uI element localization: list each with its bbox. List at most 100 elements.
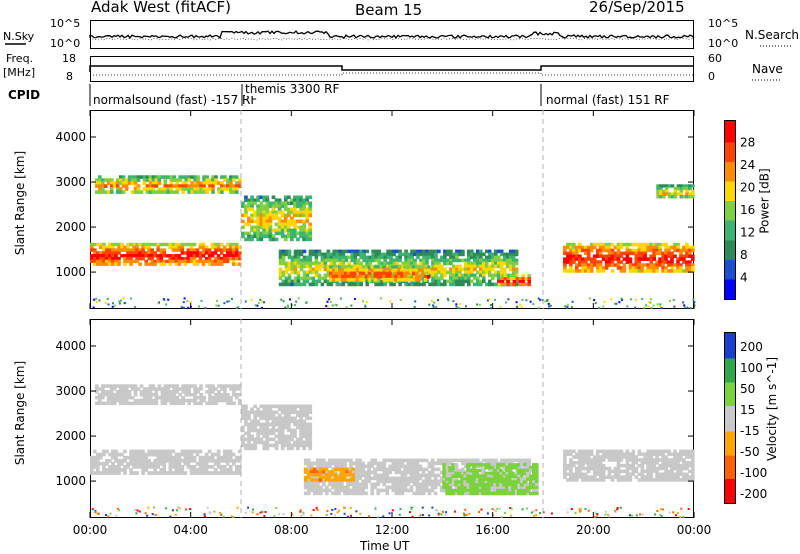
echo-cell-1-5 bbox=[448, 477, 452, 481]
echo-cell-0-3 bbox=[299, 261, 304, 266]
echo-cell-1-3 bbox=[358, 470, 362, 475]
echo-cell-0-2 bbox=[250, 219, 254, 224]
echo-cell-0-3 bbox=[353, 255, 358, 260]
echo-cell-1-1 bbox=[142, 390, 147, 394]
echo-cell-0-3 bbox=[496, 258, 501, 263]
echo-cell-0-3 bbox=[422, 249, 426, 254]
echo-cell-1-2 bbox=[241, 410, 245, 415]
echo-cell-1-2 bbox=[250, 407, 254, 412]
echo-cell-1-5 bbox=[499, 488, 503, 493]
echo-cell-1-6 bbox=[649, 449, 653, 454]
echo-cell-1-6 bbox=[563, 458, 567, 462]
echo-cell-1-0 bbox=[238, 468, 242, 472]
echo-cell-0-2 bbox=[244, 222, 248, 227]
echo-cell-1-6 bbox=[628, 472, 633, 476]
echo-cell-1-2 bbox=[259, 428, 264, 433]
echo-cell-0-6 bbox=[637, 245, 642, 250]
echo-cell-1-6 bbox=[584, 472, 588, 476]
echo-cell-0-3 bbox=[302, 261, 307, 266]
ground-speckle-0 bbox=[182, 306, 185, 309]
echo-cell-0-3 bbox=[416, 249, 420, 254]
echo-cell-0-0 bbox=[105, 262, 109, 266]
echo-cell-0-4 bbox=[403, 268, 407, 273]
echo-cell-1-0 bbox=[141, 471, 145, 475]
echo-cell-1-1 bbox=[145, 393, 150, 397]
ground-speckle-1 bbox=[656, 510, 659, 512]
echo-cell-0-3 bbox=[431, 279, 435, 284]
echo-cell-1-0 bbox=[138, 461, 142, 466]
echo-cell-0-1 bbox=[157, 175, 162, 179]
echo-cell-0-0 bbox=[231, 259, 236, 264]
echo-cell-1-1 bbox=[101, 395, 105, 400]
ground-speckle-0 bbox=[634, 306, 637, 309]
echo-cell-0-6 bbox=[640, 254, 645, 258]
echo-cell-1-0 bbox=[129, 471, 133, 475]
echo-cell-1-4 bbox=[339, 473, 343, 477]
echo-cell-1-3 bbox=[424, 485, 429, 490]
echo-cell-1-5 bbox=[490, 465, 494, 470]
echo-cell-0-7 bbox=[673, 195, 678, 199]
echo-cell-1-0 bbox=[195, 471, 200, 475]
echo-cell-1-0 bbox=[99, 455, 103, 460]
echo-cell-1-1 bbox=[148, 387, 153, 391]
echo-cell-0-0 bbox=[210, 245, 215, 249]
echo-cell-0-1 bbox=[98, 175, 102, 179]
echo-cell-1-6 bbox=[566, 452, 570, 456]
echo-cell-0-4 bbox=[358, 268, 363, 273]
echo-cell-1-2 bbox=[293, 404, 297, 409]
echo-cell-1-3 bbox=[427, 461, 432, 466]
echo-cell-0-3 bbox=[347, 264, 352, 269]
echo-cell-1-6 bbox=[667, 475, 671, 479]
echo-cell-1-0 bbox=[162, 465, 167, 469]
ground-speckle-1 bbox=[661, 508, 664, 511]
echo-cell-1-5 bbox=[469, 477, 473, 481]
echo-cell-1-3 bbox=[394, 458, 399, 463]
echo-cell-1-5 bbox=[496, 471, 500, 476]
echo-cell-1-2 bbox=[271, 431, 276, 436]
echo-cell-1-5 bbox=[472, 491, 476, 496]
echo-cell-1-6 bbox=[563, 469, 567, 474]
echo-cell-0-3 bbox=[398, 252, 402, 257]
echo-cell-0-6 bbox=[637, 263, 642, 267]
ground-speckle-1 bbox=[374, 506, 377, 509]
echo-cell-1-2 bbox=[296, 443, 300, 448]
echo-cell-0-3 bbox=[440, 258, 444, 263]
echo-cell-0-3 bbox=[511, 252, 516, 257]
echo-cell-0-2 bbox=[274, 213, 279, 218]
echo-cell-0-0 bbox=[105, 259, 109, 264]
echo-cell-0-2 bbox=[290, 222, 294, 227]
echo-cell-1-0 bbox=[210, 471, 215, 475]
echo-cell-1-2 bbox=[277, 428, 282, 433]
echo-cell-1-6 bbox=[589, 452, 594, 456]
echo-cell-1-3 bbox=[385, 467, 390, 472]
echo-cell-0-3 bbox=[467, 276, 471, 281]
echo-cell-0-3 bbox=[347, 255, 352, 260]
echo-cell-0-6 bbox=[631, 266, 636, 270]
echo-cell-0-3 bbox=[476, 258, 480, 263]
echo-cell-0-3 bbox=[374, 258, 378, 263]
echo-cell-0-4 bbox=[388, 265, 392, 270]
ground-speckle-1 bbox=[355, 510, 358, 513]
echo-cell-1-3 bbox=[464, 461, 468, 466]
echo-cell-0-2 bbox=[256, 228, 260, 233]
ground-speckle-0 bbox=[549, 304, 552, 307]
echo-cell-1-6 bbox=[673, 455, 677, 459]
echo-cell-0-1 bbox=[121, 190, 126, 194]
echo-cell-0-0 bbox=[156, 245, 160, 249]
echo-cell-0-3 bbox=[335, 282, 340, 287]
echo-cell-1-3 bbox=[382, 473, 386, 478]
echo-cell-0-2 bbox=[262, 213, 267, 218]
echo-cell-0-3 bbox=[476, 249, 480, 254]
echo-cell-0-6 bbox=[566, 245, 570, 250]
echo-cell-0-2 bbox=[290, 219, 294, 224]
echo-cell-1-2 bbox=[305, 437, 309, 442]
echo-cell-0-0 bbox=[90, 242, 94, 247]
echo-cell-1-6 bbox=[667, 461, 671, 465]
ground-speckle-1 bbox=[312, 509, 315, 511]
echo-cell-0-3 bbox=[485, 258, 489, 263]
echo-cell-0-4 bbox=[403, 271, 407, 276]
echo-cell-1-3 bbox=[352, 488, 356, 493]
echo-cell-1-3 bbox=[394, 485, 399, 490]
echo-cell-0-6 bbox=[578, 263, 582, 267]
echo-cell-0-2 bbox=[280, 222, 285, 227]
